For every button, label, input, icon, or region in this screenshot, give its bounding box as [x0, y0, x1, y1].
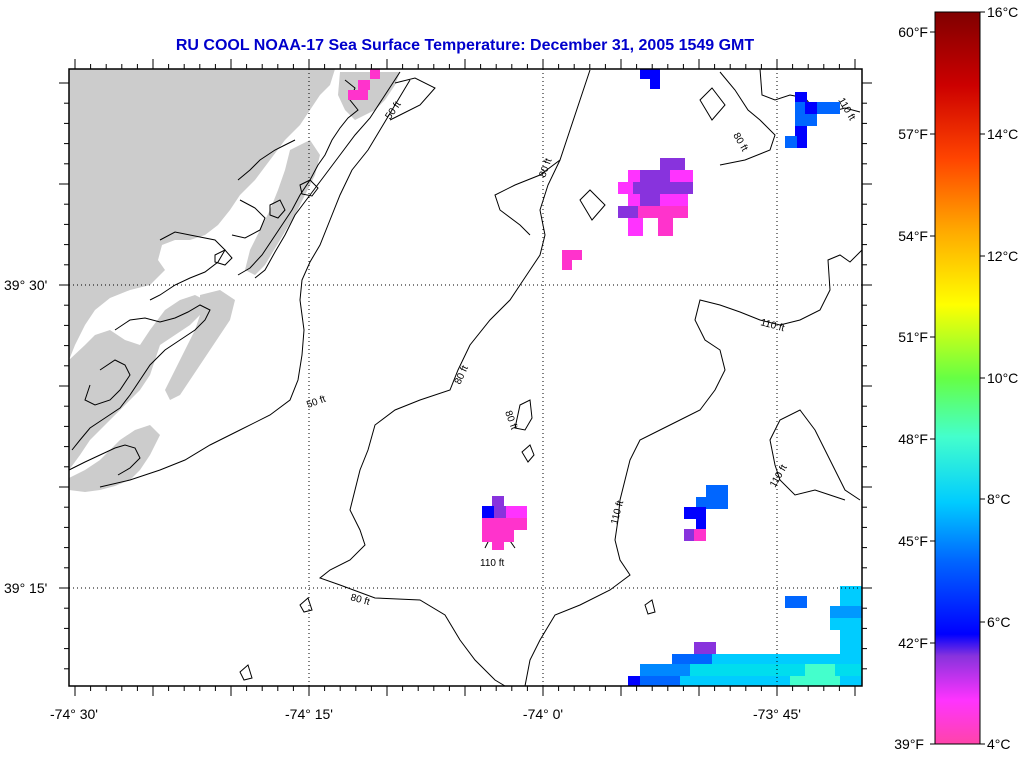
- colorbar-f-label: 51°F: [898, 329, 928, 345]
- longitude-labels: -74° 30' -74° 15' -74° 0' -73° 45': [50, 706, 801, 722]
- colorbar-c-label: 12°C: [987, 248, 1018, 264]
- coastline: [68, 71, 401, 476]
- lon-tick-label: -73° 45': [753, 706, 801, 722]
- colorbar-c-label: 4°C: [987, 736, 1011, 752]
- map-title: RU COOL NOAA-17 Sea Surface Temperature:…: [175, 37, 755, 54]
- colorbar-f-label: 45°F: [898, 533, 928, 549]
- colorbar-c-label: 6°C: [987, 614, 1011, 630]
- land-mass: [69, 69, 400, 492]
- lon-tick-label: -74° 30': [50, 706, 98, 722]
- colorbar-f-label: 42°F: [898, 635, 928, 651]
- sst-pixels: [348, 69, 862, 686]
- sst-patch-offshore-north: [562, 69, 693, 270]
- colorbar-f-label: 39°F: [894, 736, 924, 752]
- sst-patch-nearshore: [348, 69, 380, 100]
- colorbar-ticks: [930, 11, 985, 745]
- axis-ticks: [59, 59, 872, 696]
- sst-patch-southeast: [628, 586, 862, 686]
- colorbar-f-label: 48°F: [898, 431, 928, 447]
- sst-patch-offshore-east: [785, 92, 840, 148]
- contour-label: 110 ft: [480, 558, 504, 569]
- colorbar-c-label: 10°C: [987, 370, 1018, 386]
- colorbar-f-label: 57°F: [898, 126, 928, 142]
- colorbar-c-label: 14°C: [987, 126, 1018, 142]
- latitude-labels: 39° 30' 39° 15': [4, 277, 47, 596]
- lat-tick-label: 39° 30': [4, 277, 47, 293]
- colorbar-f-label: 54°F: [898, 228, 928, 244]
- contour-label: 80 ft: [349, 592, 371, 608]
- lon-tick-label: -74° 15': [285, 706, 333, 722]
- colorbar-c-label: 16°C: [987, 4, 1018, 20]
- colorbar-f-label: 60°F: [898, 24, 928, 40]
- graticule: [69, 69, 862, 686]
- colorbar: [934, 11, 981, 745]
- colorbar-fahrenheit-labels: 60°F 57°F 54°F 51°F 48°F 45°F 42°F 39°F: [894, 24, 928, 752]
- colorbar-c-label: 8°C: [987, 491, 1011, 507]
- lon-tick-label: -74° 0': [523, 706, 563, 722]
- sst-patch-center: [482, 496, 527, 550]
- sst-patch-east-mid: [684, 485, 728, 541]
- colorbar-celsius-labels: 16°C 14°C 12°C 10°C 8°C 6°C 4°C: [987, 4, 1018, 752]
- lat-tick-label: 39° 15': [4, 580, 47, 596]
